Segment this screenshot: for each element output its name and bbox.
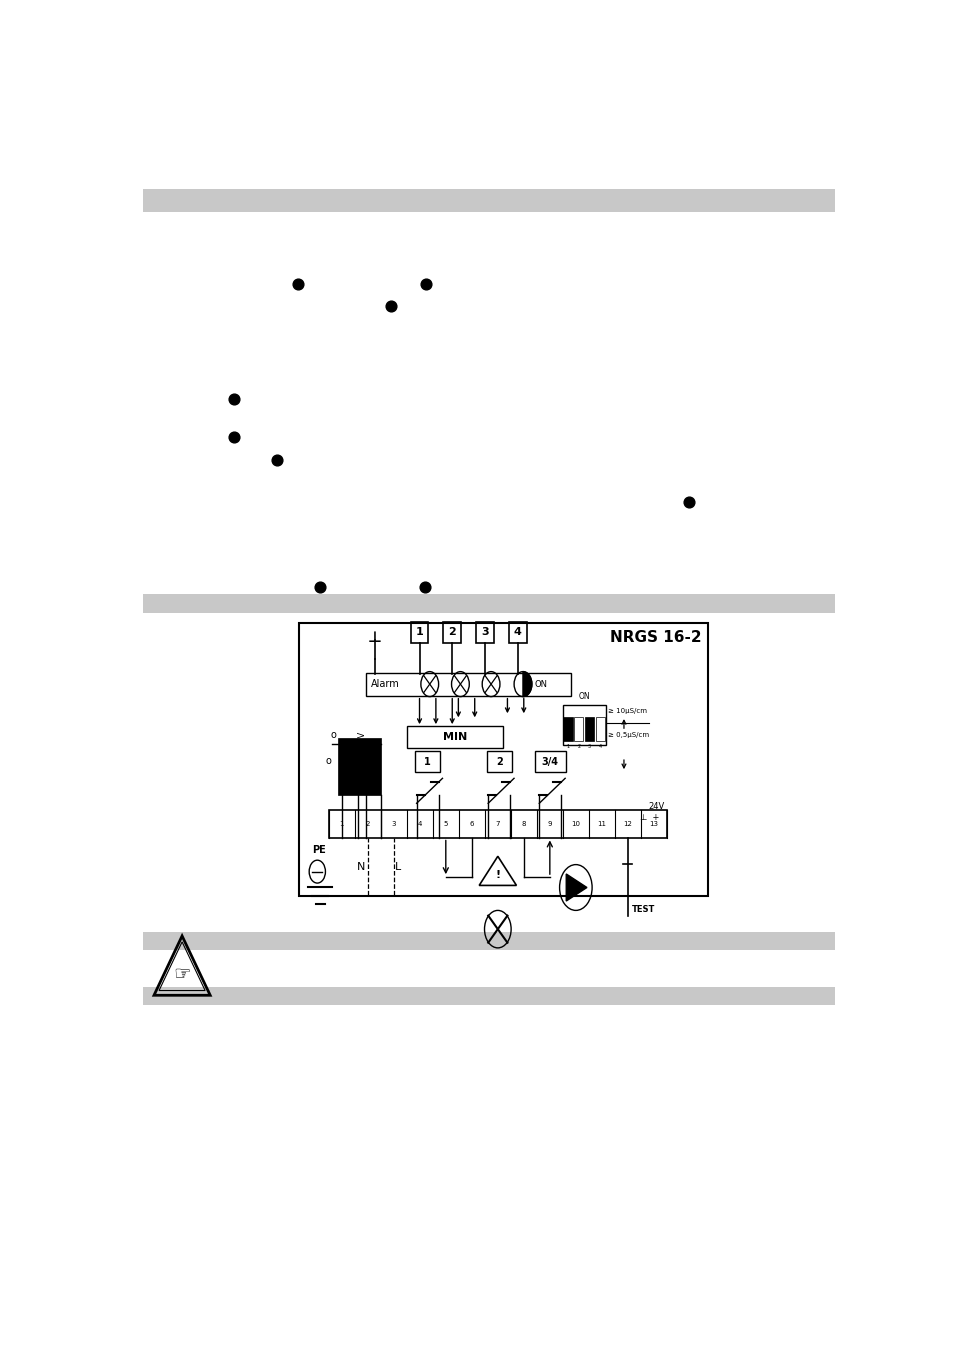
Text: 8: 8 [521, 821, 525, 827]
Point [382, 295, 397, 316]
Text: 2: 2 [577, 744, 579, 749]
Text: 1: 1 [566, 744, 569, 749]
Bar [143, 189, 834, 212]
Text: !: ! [495, 871, 500, 880]
Bar [410, 622, 428, 642]
Bar [508, 622, 526, 642]
Text: 11: 11 [597, 821, 606, 827]
Text: 12: 12 [622, 821, 632, 827]
Text: 2: 2 [448, 627, 456, 637]
Text: o: o [331, 730, 336, 741]
Bar [337, 738, 380, 795]
Text: 13: 13 [649, 821, 658, 827]
Text: 4: 4 [513, 627, 521, 637]
Point [291, 273, 306, 295]
Text: 230V: 230V [370, 756, 378, 775]
Point [312, 576, 327, 598]
Point [416, 576, 432, 598]
Point [226, 426, 241, 448]
Bar [329, 810, 666, 837]
Text: 10: 10 [571, 821, 579, 827]
Text: ON: ON [535, 680, 547, 688]
Bar [143, 932, 834, 950]
Text: PE: PE [312, 845, 326, 856]
Text: ≥ 10μS/cm: ≥ 10μS/cm [608, 708, 647, 714]
Text: NRGS 16-2: NRGS 16-2 [609, 630, 700, 645]
Text: Alarm: Alarm [371, 679, 399, 690]
Bar [298, 623, 707, 896]
Polygon shape [522, 672, 531, 696]
Text: MIN: MIN [443, 731, 467, 742]
Bar [595, 717, 604, 741]
Text: ☞: ☞ [173, 965, 191, 984]
Bar [563, 717, 572, 741]
Text: 3: 3 [587, 744, 590, 749]
Text: 4: 4 [417, 821, 421, 827]
Text: 9: 9 [547, 821, 552, 827]
Text: 5: 5 [443, 821, 448, 827]
Bar [366, 672, 570, 696]
Text: 24V: 24V [357, 730, 366, 746]
Text: 3/4: 3/4 [541, 757, 558, 767]
Text: 1: 1 [416, 627, 423, 637]
Bar [562, 706, 605, 745]
Text: 24V: 24V [648, 802, 664, 811]
Text: 6: 6 [469, 821, 474, 827]
Text: ON: ON [578, 692, 589, 702]
Bar [535, 752, 565, 772]
Bar [574, 717, 582, 741]
Point [680, 491, 696, 512]
Bar [415, 752, 440, 772]
Text: 1: 1 [424, 757, 431, 767]
Text: 115V: 115V [347, 756, 356, 775]
Bar [584, 717, 594, 741]
Text: L: L [395, 861, 401, 872]
Text: ⊥  +: ⊥ + [639, 814, 659, 822]
Text: 7: 7 [495, 821, 499, 827]
Text: 2: 2 [496, 757, 502, 767]
Bar [143, 987, 834, 1006]
Bar [443, 622, 460, 642]
Point [269, 449, 284, 470]
Text: 4: 4 [598, 744, 601, 749]
Text: o: o [325, 756, 331, 767]
Bar [476, 622, 494, 642]
Text: 2: 2 [365, 821, 370, 827]
Text: ⊥: ⊥ [367, 630, 381, 645]
Text: N: N [356, 861, 365, 872]
Text: TEST: TEST [631, 906, 655, 914]
Point [226, 388, 241, 410]
Bar [407, 726, 503, 748]
Point [418, 273, 434, 295]
Polygon shape [566, 873, 586, 900]
Text: 3: 3 [391, 821, 395, 827]
Text: 1: 1 [339, 821, 344, 827]
Text: ≥ 0,5μS/cm: ≥ 0,5μS/cm [608, 731, 649, 738]
Bar [486, 752, 512, 772]
Text: 3: 3 [480, 627, 488, 637]
Bar [143, 595, 834, 612]
